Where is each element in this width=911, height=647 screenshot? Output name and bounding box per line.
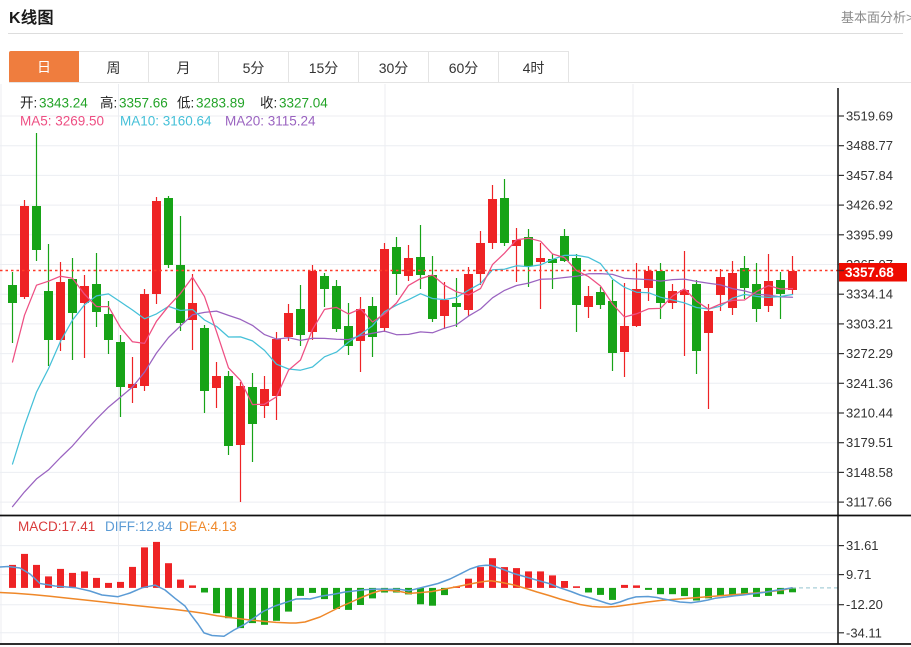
svg-text:3117.66: 3117.66 <box>846 495 892 510</box>
svg-text:3426.92: 3426.92 <box>846 198 893 213</box>
svg-text:3303.21: 3303.21 <box>846 316 893 331</box>
svg-text:3488.77: 3488.77 <box>846 138 893 153</box>
svg-text:-12.20: -12.20 <box>846 597 883 612</box>
svg-text:3357.68: 3357.68 <box>845 265 894 280</box>
svg-text:3334.14: 3334.14 <box>846 287 893 302</box>
svg-text:开:3343.24高:3357.66低:3283.89收:3: 开: 3343.24 高: 3357.66 低: 3283.89 收: 3327.04 <box>20 95 328 111</box>
svg-text:3210.44: 3210.44 <box>846 406 893 421</box>
svg-text:3179.51: 3179.51 <box>846 435 893 450</box>
svg-text:3457.84: 3457.84 <box>846 168 893 183</box>
svg-text:3241.36: 3241.36 <box>846 376 893 391</box>
svg-text:31.61: 31.61 <box>846 538 879 553</box>
svg-text:9.71: 9.71 <box>846 567 871 582</box>
svg-text:-34.11: -34.11 <box>846 625 882 640</box>
svg-text:3519.69: 3519.69 <box>846 109 893 124</box>
svg-text:3395.99: 3395.99 <box>846 227 893 242</box>
svg-text:3272.29: 3272.29 <box>846 346 893 361</box>
svg-text:3148.58: 3148.58 <box>846 465 893 480</box>
